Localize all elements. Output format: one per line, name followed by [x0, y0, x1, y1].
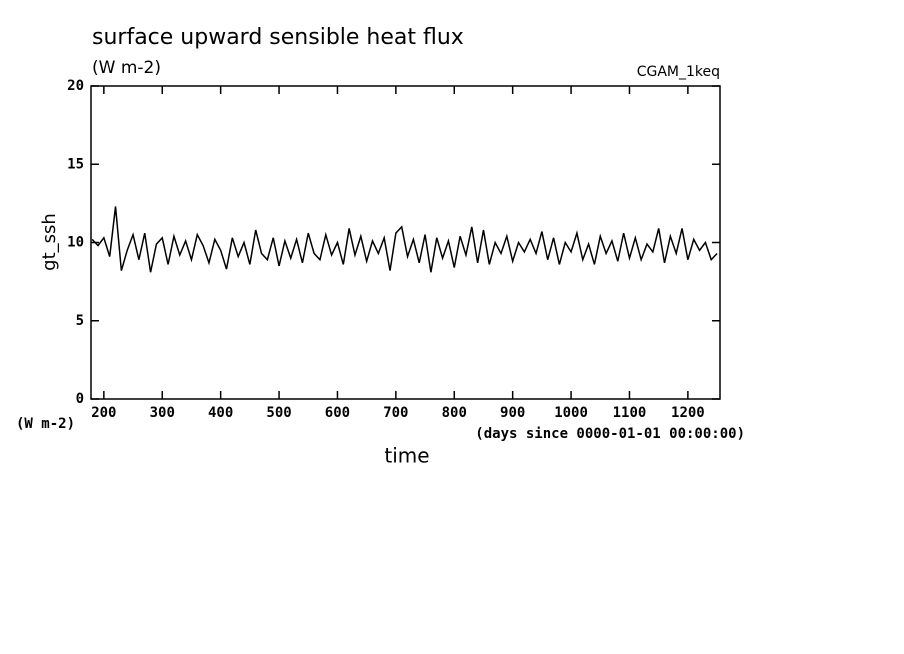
x-tick-label: 400 — [208, 405, 233, 421]
y-tick-label: 10 — [67, 235, 84, 251]
y-unit: (W m-2) — [16, 416, 75, 432]
x-tick-label: 800 — [442, 405, 467, 421]
y-tick-label: 20 — [67, 78, 84, 94]
y-tick-label: 15 — [67, 156, 84, 172]
run-label: CGAM_1keq — [637, 64, 720, 80]
x-axis-label: time — [384, 444, 429, 468]
x-tick-label: 300 — [150, 405, 175, 421]
x-tick-label: 700 — [383, 405, 408, 421]
x-tick-label: 1100 — [613, 405, 647, 421]
x-unit: (days since 0000-01-01 00:00:00) — [475, 426, 745, 442]
x-tick-label: 600 — [325, 405, 350, 421]
x-tick-label: 1200 — [671, 405, 705, 421]
x-tick-label: 1000 — [554, 405, 588, 421]
y-tick-label: 0 — [76, 391, 84, 407]
x-tick-label: 900 — [500, 405, 525, 421]
y-axis-label: gt_ssh — [39, 213, 60, 271]
x-tick-label: 200 — [91, 405, 116, 421]
data-line — [91, 206, 718, 273]
x-tick-label: 500 — [266, 405, 291, 421]
chart-title: surface upward sensible heat flux — [92, 25, 464, 50]
y-tick-label: 5 — [76, 313, 84, 329]
subtitle: (W m-2) — [92, 58, 161, 78]
